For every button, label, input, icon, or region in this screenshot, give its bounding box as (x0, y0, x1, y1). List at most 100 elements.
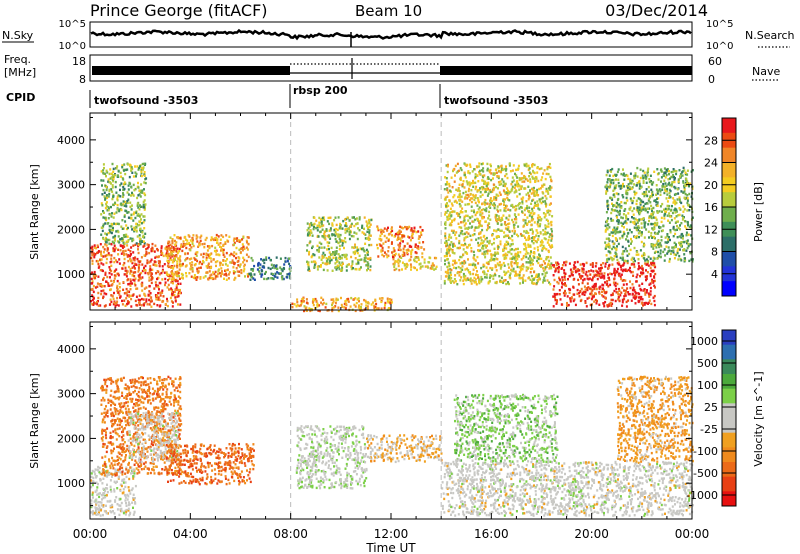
power-cell (487, 181, 490, 184)
power-cell (536, 220, 539, 224)
power-cell (650, 222, 653, 226)
power-cell (528, 167, 531, 170)
power-cell (656, 192, 659, 195)
power-cell (405, 265, 408, 268)
power-cell (640, 222, 643, 225)
power-cell (284, 260, 287, 263)
power-cell (105, 169, 108, 172)
power-cell (413, 258, 416, 261)
power-cell (215, 250, 217, 253)
power-cell (545, 197, 548, 200)
power-cell (612, 174, 615, 178)
power-cell (491, 190, 494, 193)
power-cell (550, 237, 553, 240)
power-cell (661, 210, 663, 213)
power-cell (447, 191, 450, 194)
power-cell (140, 271, 143, 275)
power-cell (474, 175, 477, 179)
sky-right-tick-top: 10^5 (706, 19, 733, 30)
power-cell (131, 171, 134, 174)
power-cell (653, 216, 655, 219)
power-cell (310, 224, 313, 227)
power-cell (511, 218, 514, 222)
power-cell (134, 299, 137, 303)
power-cell (684, 225, 687, 228)
power-cell (635, 184, 638, 187)
power-cell (507, 198, 509, 201)
power-cell (213, 249, 216, 253)
power-cell (233, 278, 236, 281)
power-cell (528, 171, 531, 174)
power-cell (664, 236, 667, 239)
power-cell (139, 242, 142, 246)
power-cell (132, 251, 135, 254)
power-cell (143, 181, 146, 184)
power-cell (196, 276, 199, 279)
power-cell (131, 204, 133, 207)
power-cell (623, 226, 625, 229)
power-cell (112, 203, 115, 206)
power-cell (417, 256, 420, 259)
power-cell (684, 192, 687, 196)
power-cell (151, 249, 154, 252)
power-cell (444, 183, 447, 186)
power-cell (497, 187, 499, 190)
power-cell (421, 265, 424, 268)
power-cell (594, 282, 597, 286)
power-cell (361, 226, 363, 229)
power-cell (131, 239, 134, 243)
power-cell (457, 271, 460, 274)
power-cell (609, 183, 612, 186)
power-cell (414, 245, 417, 248)
power-cell (461, 268, 464, 271)
power-cell (181, 245, 184, 248)
power-cell (463, 215, 466, 218)
power-cell (335, 246, 338, 249)
power-cell (658, 210, 661, 213)
power-cell (126, 235, 129, 238)
power-cell (456, 201, 458, 204)
power-cell (108, 225, 111, 228)
power-cell (141, 276, 144, 279)
power-cell (313, 253, 316, 257)
power-cell (216, 238, 219, 242)
power-cell (681, 174, 684, 177)
power-cell (348, 237, 351, 241)
power-cell (99, 243, 102, 246)
power-cell (497, 235, 500, 238)
power-cell (269, 258, 272, 262)
power-cell (121, 227, 124, 230)
power-cell (617, 261, 620, 264)
power-cell (227, 273, 230, 276)
power-cell (117, 208, 120, 211)
power-cell (529, 189, 531, 192)
power-cell (364, 254, 367, 257)
power-cell (199, 239, 202, 243)
power-cell (102, 289, 105, 292)
power-cell (148, 276, 151, 279)
power-cell (510, 243, 513, 246)
power-cell (537, 207, 540, 210)
power-cell (503, 182, 506, 186)
power-cell (205, 256, 208, 259)
power-cell (195, 278, 198, 281)
power-cell (113, 212, 116, 215)
power-cell (453, 252, 456, 255)
power-cell (495, 171, 498, 174)
power-cell (156, 294, 159, 297)
power-cell (393, 261, 396, 264)
power-cell (95, 259, 98, 263)
power-cell (522, 242, 525, 246)
power-cell (478, 280, 480, 283)
power-cell (122, 185, 125, 189)
power-cell (684, 183, 687, 186)
power-cell (157, 276, 160, 280)
power-cell (608, 226, 611, 229)
power-cell (153, 302, 156, 306)
power-cell (686, 241, 688, 245)
power-cell (636, 175, 639, 178)
power-cell (128, 290, 131, 294)
power-cell (134, 227, 137, 230)
power-cell (668, 191, 671, 195)
